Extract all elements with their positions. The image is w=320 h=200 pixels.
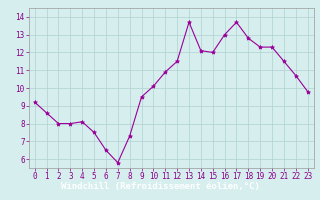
Text: Windchill (Refroidissement éolien,°C): Windchill (Refroidissement éolien,°C) (60, 182, 260, 192)
